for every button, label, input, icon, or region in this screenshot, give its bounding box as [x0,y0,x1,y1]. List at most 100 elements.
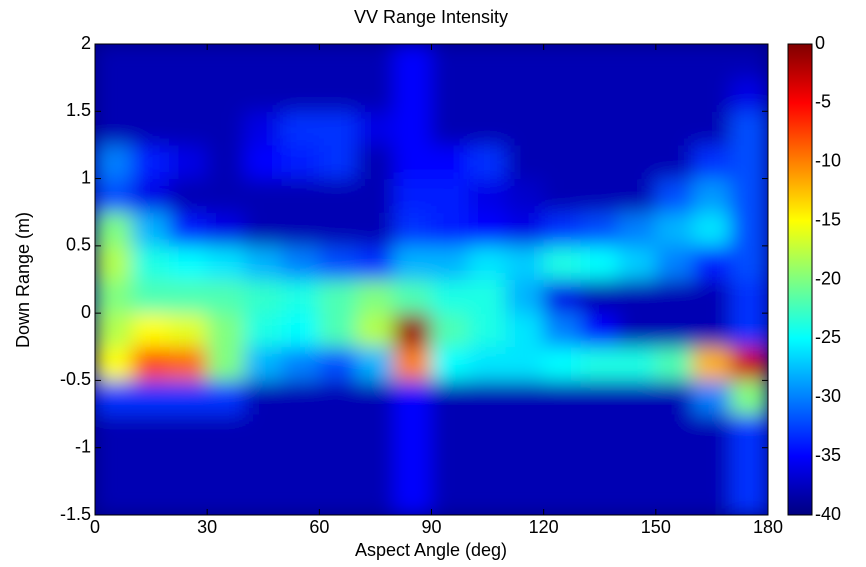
heatmap-cell [505,44,545,79]
heatmap-cell [692,144,732,180]
colorbar-tick-label: -15 [815,209,841,229]
heatmap-cell [730,211,768,247]
heatmap-cell [131,44,171,79]
heatmap-cell [169,279,208,314]
heatmap-cell [206,413,246,449]
heatmap-cell [356,447,395,482]
heatmap-cell [543,110,582,146]
heatmap-cell [692,279,732,314]
heatmap-cell [431,447,470,482]
heatmap-cell [543,178,582,213]
heatmap-cell [655,144,694,180]
colorbar-tick-label: -35 [815,445,841,465]
heatmap [95,44,768,515]
heatmap-cell [244,480,283,515]
heatmap-cell [206,480,246,515]
heatmap-cell [692,77,732,112]
heatmap-cell [655,178,694,213]
heatmap-cell [356,144,395,180]
heatmap-cell [543,44,582,79]
heatmap-cell [431,413,470,449]
heatmap-cell [95,379,133,415]
heatmap-cell [169,44,208,79]
heatmap-cell [206,77,246,112]
heatmap-cell [356,211,395,247]
heatmap-cell [393,178,432,213]
heatmap-cell [617,413,657,449]
heatmap-cell [318,279,358,314]
heatmap-cell [169,447,208,482]
heatmap-cell [131,413,171,449]
heatmap-cell [244,44,283,79]
heatmap-cell [543,312,582,348]
heatmap-cell [617,178,657,213]
heatmap-cell [356,346,395,381]
heatmap-cell [468,211,507,247]
heatmap-cell [692,379,732,415]
heatmap-cell [617,346,657,381]
heatmap-cell [95,279,133,314]
heatmap-cell [730,379,768,415]
heatmap-cell [356,44,395,79]
heatmap-cell [580,413,619,449]
heatmap-cell [468,245,507,280]
heatmap-cell [356,312,395,348]
heatmap-cell [505,178,545,213]
heatmap-cell [206,312,246,348]
heatmap-cell [206,279,246,314]
heatmap-cell [131,144,171,180]
heatmap-cell [169,480,208,515]
heatmap-cell [244,144,283,180]
heatmap-cell [206,110,246,146]
heatmap-cell [468,447,507,482]
heatmap-cell [318,44,358,79]
heatmap-cell [505,480,545,515]
heatmap-cell [505,245,545,280]
heatmap-cell [131,346,171,381]
heatmap-cell [281,413,320,449]
heatmap-cell [169,312,208,348]
colorbar-tick-label: -10 [815,151,841,171]
heatmap-cell [580,77,619,112]
heatmap-cell [206,245,246,280]
heatmap-cell [580,245,619,280]
heatmap-cell [617,379,657,415]
heatmap-cell [617,44,657,79]
heatmap-cell [468,144,507,180]
heatmap-cell [505,110,545,146]
heatmap-cell [692,178,732,213]
heatmap-cell [617,77,657,112]
heatmap-cell [655,379,694,415]
heatmap-cell [468,379,507,415]
heatmap-cell [169,77,208,112]
heatmap-cell [468,312,507,348]
heatmap-cell [281,379,320,415]
heatmap-cell [468,77,507,112]
heatmap-cell [318,245,358,280]
heatmap-cell [580,346,619,381]
heatmap-cell [206,178,246,213]
heatmap-cell [730,144,768,180]
heatmap-cell [318,312,358,348]
heatmap-cell [617,480,657,515]
y-tick-label: 2 [81,33,91,53]
heatmap-cell [543,413,582,449]
heatmap-cell [169,178,208,213]
y-tick-label: -1 [75,436,91,456]
heatmap-cell [505,346,545,381]
heatmap-cell [431,480,470,515]
heatmap-cell [730,480,768,515]
x-axis-label: Aspect Angle (deg) [355,540,507,560]
heatmap-cell [281,110,320,146]
heatmap-cell [655,110,694,146]
heatmap-cell [393,245,432,280]
heatmap-cell [505,211,545,247]
heatmap-cell [505,447,545,482]
heatmap-cell [318,447,358,482]
heatmap-cell [580,211,619,247]
heatmap-cell [580,312,619,348]
colorbar-tick-label: -20 [815,268,841,288]
heatmap-cell [543,447,582,482]
heatmap-cell [131,279,171,314]
y-tick-label: -1.5 [60,504,91,524]
